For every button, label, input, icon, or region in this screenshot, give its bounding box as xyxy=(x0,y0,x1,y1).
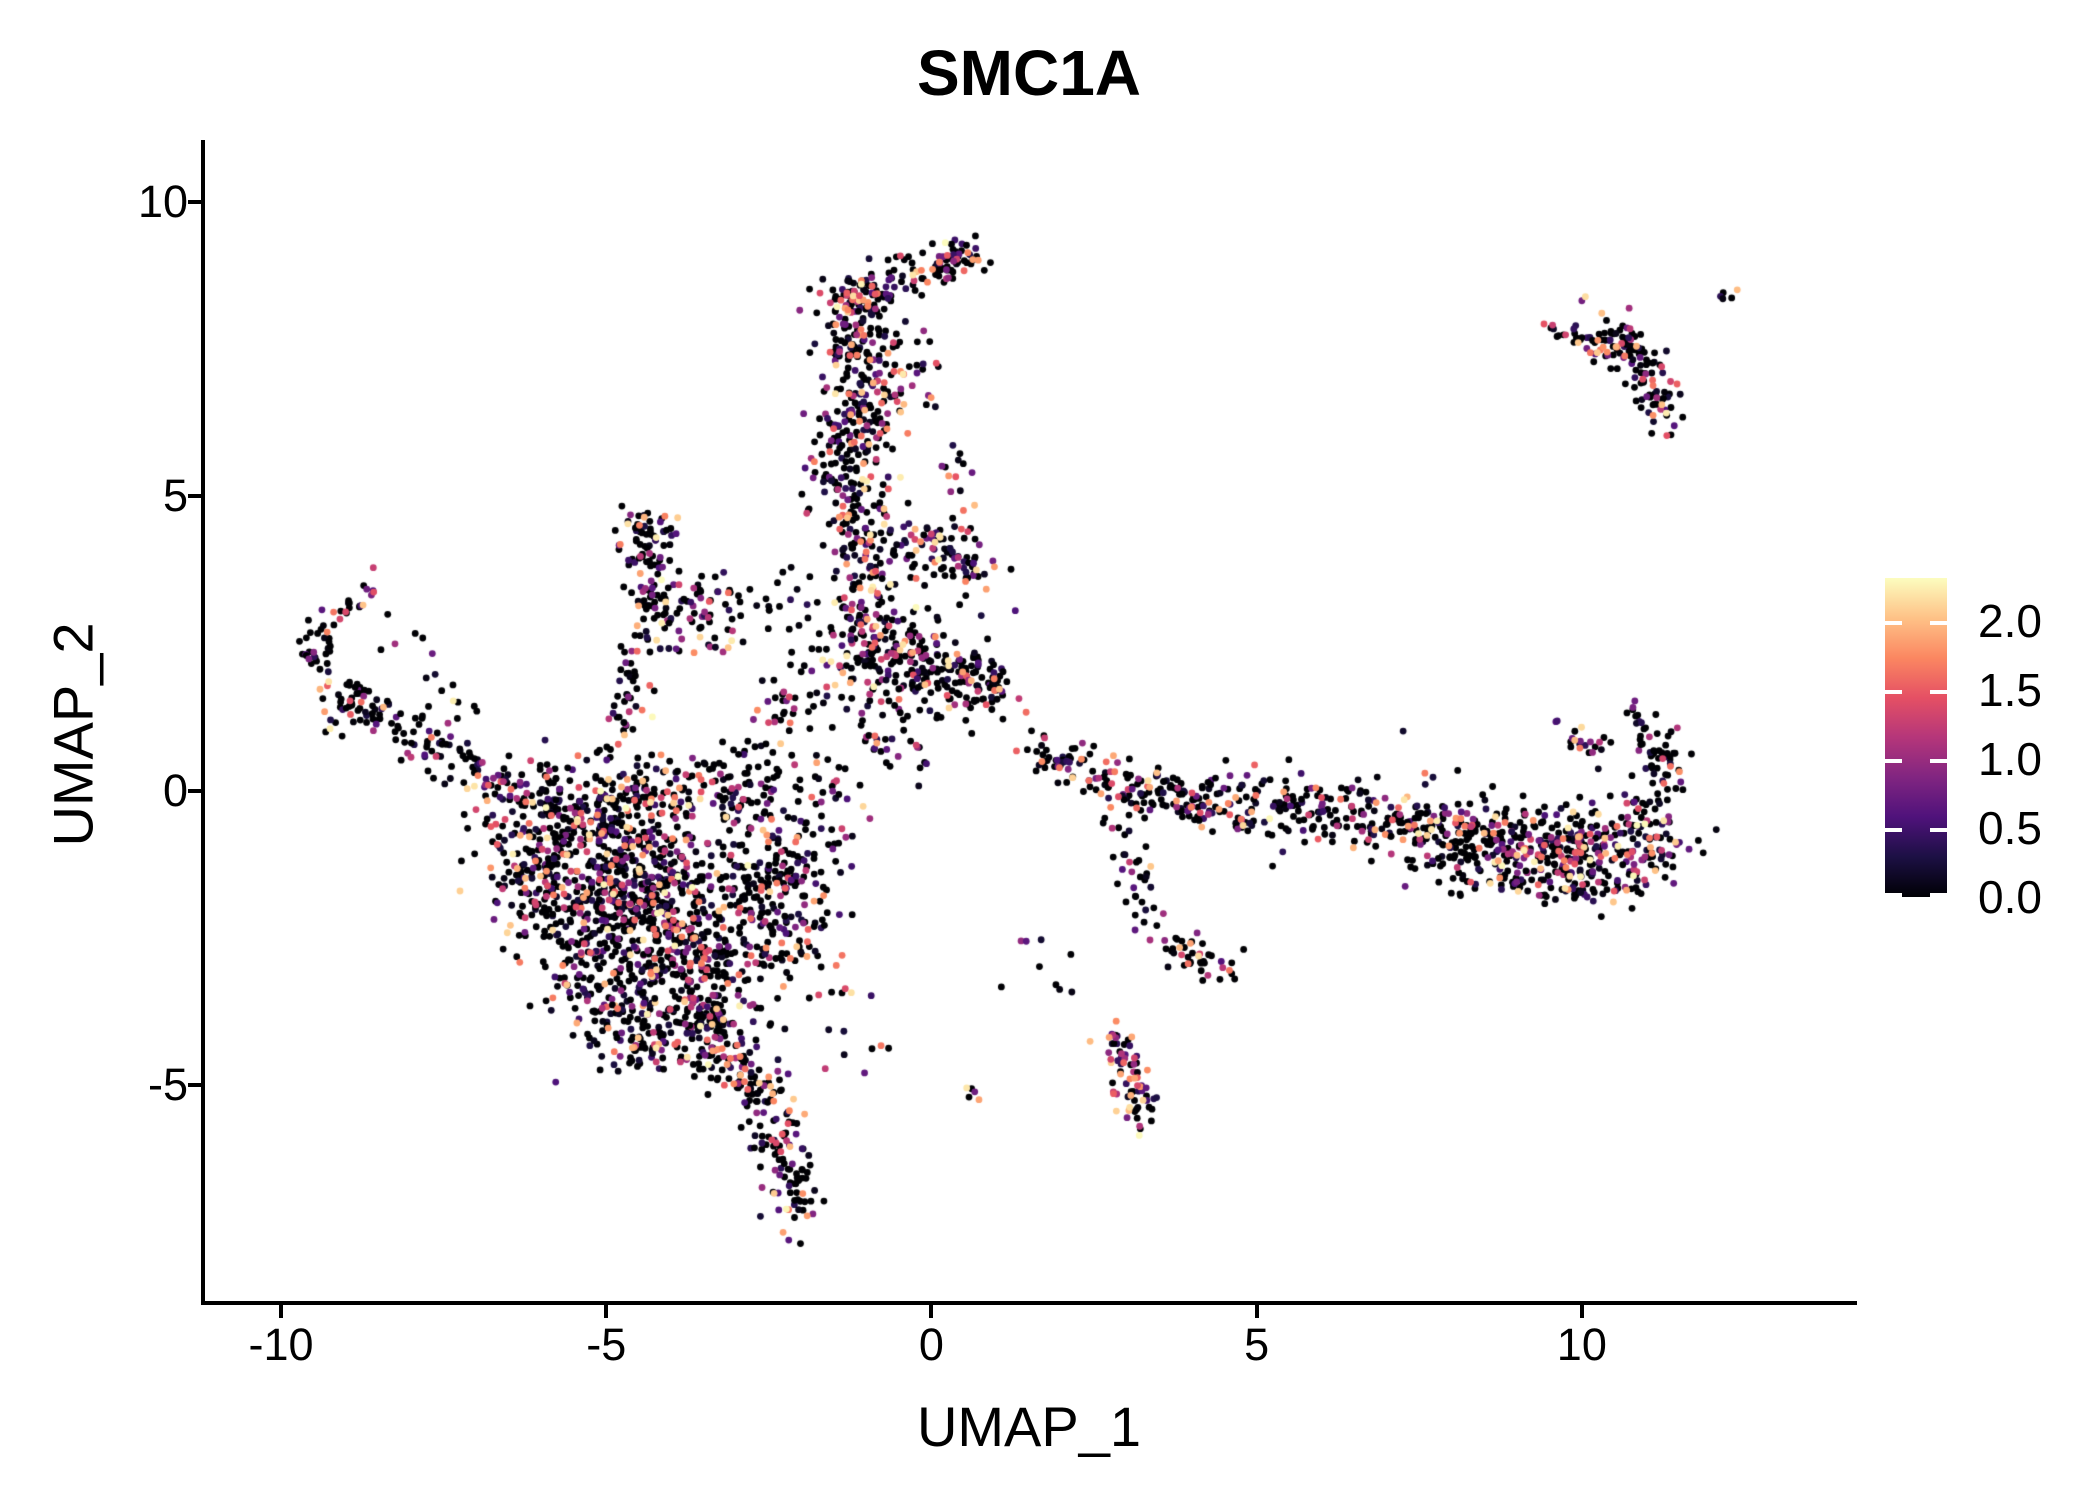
plot-title: SMC1A xyxy=(916,37,1142,109)
colorbar-tick-label: 2.0 xyxy=(1978,594,2042,647)
x-tick-label: -5 xyxy=(586,1319,627,1370)
colorbar-tick-mark xyxy=(1930,893,1947,897)
colorbar-tick-mark xyxy=(1885,620,1902,625)
x-tick-label: 10 xyxy=(1556,1319,1607,1370)
colorbar-tick-mark xyxy=(1930,689,1947,694)
x-axis-title: UMAP_1 xyxy=(916,1395,1142,1458)
y-axis-title: UMAP_2 xyxy=(41,622,105,847)
y-tick-label: 0 xyxy=(162,764,188,816)
y-tick-mark xyxy=(188,1083,201,1088)
x-tick-label: 5 xyxy=(1244,1319,1270,1370)
x-tick-mark xyxy=(604,1305,609,1318)
colorbar-tick-mark xyxy=(1930,758,1947,763)
x-tick-mark xyxy=(1254,1305,1259,1318)
colorbar-tick-mark xyxy=(1930,827,1947,832)
x-tick-label: -10 xyxy=(248,1319,314,1370)
y-axis-line xyxy=(201,140,205,1305)
colorbar-tick-label: 1.5 xyxy=(1978,663,2042,716)
colorbar-tick-label: 0.5 xyxy=(1978,801,2042,854)
x-tick-mark xyxy=(1579,1305,1584,1318)
y-tick-mark xyxy=(188,494,201,499)
colorbar-tick-mark xyxy=(1885,827,1902,832)
y-tick-mark xyxy=(188,199,201,204)
x-tick-label: 0 xyxy=(918,1319,944,1370)
colorbar-tick-mark xyxy=(1930,620,1947,625)
x-tick-mark xyxy=(929,1305,934,1318)
y-tick-label: 5 xyxy=(162,470,188,522)
x-axis-line xyxy=(201,1301,1857,1305)
x-tick-mark xyxy=(279,1305,284,1318)
colorbar-tick-mark xyxy=(1885,689,1902,694)
colorbar-tick-label: 1.0 xyxy=(1978,732,2042,785)
colorbar-tick-mark xyxy=(1885,893,1902,897)
y-tick-label: 10 xyxy=(137,175,188,227)
colorbar-tick-label: 0.0 xyxy=(1978,871,2042,923)
colorbar-tick-mark xyxy=(1885,758,1902,763)
y-tick-label: -5 xyxy=(147,1059,188,1111)
colorbar-gradient xyxy=(1885,578,1947,897)
y-tick-mark xyxy=(188,788,201,793)
